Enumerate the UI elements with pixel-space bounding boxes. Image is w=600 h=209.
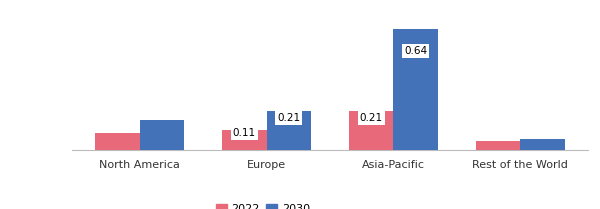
Bar	[349, 111, 394, 150]
Bar	[95, 133, 140, 150]
Text: 0.11: 0.11	[233, 128, 256, 138]
Bar	[520, 139, 565, 150]
Bar	[222, 130, 266, 150]
Text: 0.64: 0.64	[404, 46, 427, 56]
Bar	[140, 120, 184, 150]
Legend: 2022, 2030: 2022, 2030	[211, 200, 314, 209]
Text: 0.21: 0.21	[277, 113, 301, 123]
Bar	[394, 29, 438, 150]
Bar	[266, 111, 311, 150]
Text: 0.21: 0.21	[359, 113, 383, 123]
Bar	[476, 141, 520, 150]
